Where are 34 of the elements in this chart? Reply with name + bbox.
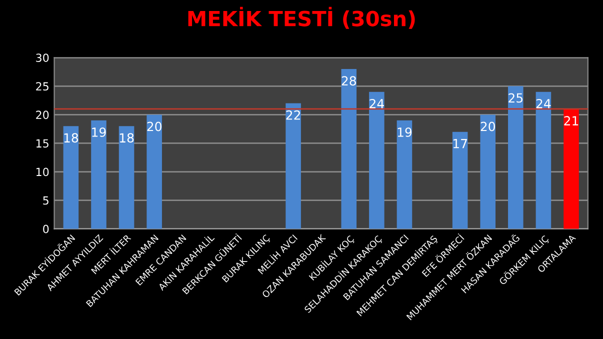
- bar: [63, 126, 79, 229]
- y-tick-label: 0: [43, 224, 49, 234]
- bar: [341, 69, 357, 229]
- bar: [286, 103, 301, 229]
- data-label: 20: [480, 122, 495, 132]
- bar: [508, 86, 524, 229]
- data-label: 21: [564, 116, 578, 126]
- y-tick-label: 5: [43, 196, 48, 205]
- data-label: 17: [453, 139, 467, 148]
- data-label: 19: [398, 127, 412, 137]
- data-label: 19: [92, 127, 106, 137]
- bar: [480, 114, 496, 229]
- bar: [118, 126, 134, 229]
- y-tick-label: 10: [36, 168, 49, 176]
- data-label: 20: [147, 122, 162, 132]
- bar: [452, 132, 468, 229]
- bar: [536, 92, 552, 229]
- y-tick-label: 15: [36, 139, 48, 148]
- bar: [91, 120, 106, 229]
- data-label: 25: [508, 93, 523, 103]
- y-tick-label: 25: [36, 82, 48, 91]
- bar: [369, 92, 384, 229]
- chart-title: MEKİK TESTİ (30sn): [188, 6, 415, 29]
- data-label: 18: [64, 133, 78, 143]
- bar: [564, 108, 579, 229]
- data-label: 28: [342, 76, 356, 86]
- data-label: 24: [370, 98, 384, 108]
- data-label: 18: [120, 133, 134, 143]
- y-tick-label: 30: [36, 54, 49, 62]
- bar: [396, 120, 412, 229]
- data-label: 24: [536, 98, 551, 108]
- bar: [146, 114, 162, 229]
- y-tick-label: 20: [36, 110, 49, 120]
- data-label: 22: [286, 110, 300, 120]
